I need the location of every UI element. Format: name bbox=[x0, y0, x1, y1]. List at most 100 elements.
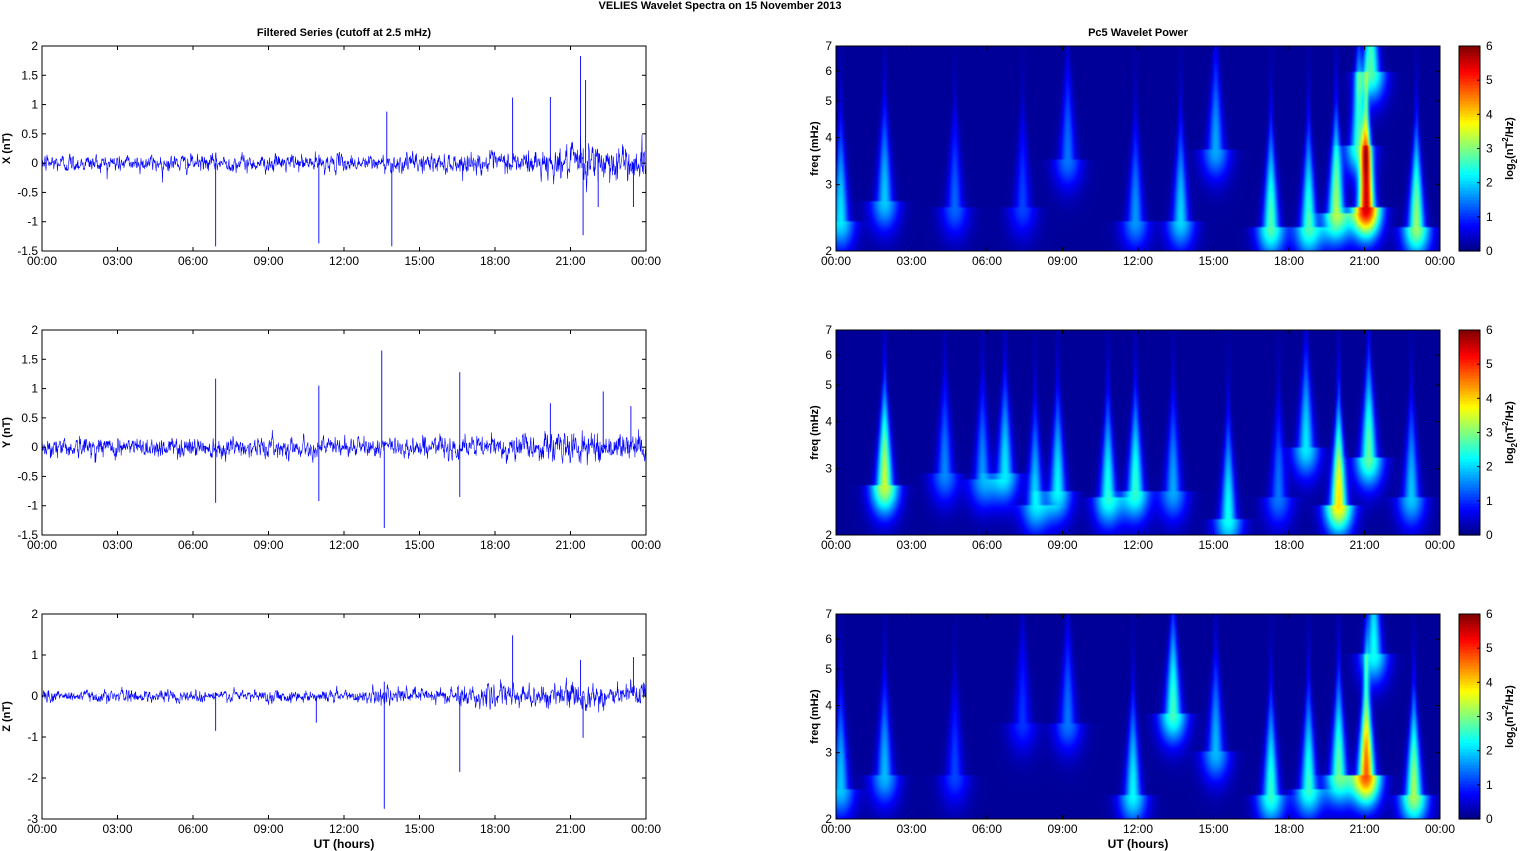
y-tick-label: 1.5 bbox=[21, 68, 38, 82]
x-tick-label: 21:00 bbox=[1349, 254, 1379, 268]
colorbar-step bbox=[1459, 502, 1480, 507]
y-tick-label: -3 bbox=[27, 812, 38, 826]
colorbar-step bbox=[1459, 387, 1480, 392]
x-tick-label: 15:00 bbox=[404, 538, 434, 552]
colorbar-step bbox=[1459, 119, 1480, 124]
colorbar-label-part: /Hz) bbox=[1504, 117, 1516, 138]
y-tick-label: -0.5 bbox=[17, 185, 38, 199]
x-tick-label: 15:00 bbox=[1198, 822, 1228, 836]
colorbar-step bbox=[1459, 639, 1480, 644]
colorbar-step bbox=[1459, 426, 1480, 430]
y-tick-label: 5 bbox=[825, 94, 832, 108]
x-tick-label: 15:00 bbox=[1198, 538, 1228, 552]
colorbar-step bbox=[1459, 467, 1480, 472]
colorbar-step bbox=[1459, 793, 1480, 798]
colorbar-tick-label: 1 bbox=[1486, 494, 1493, 508]
colorbar-label: log2(nT2/Hz) bbox=[1501, 117, 1519, 180]
plot-area bbox=[42, 614, 646, 819]
colorbar-step bbox=[1459, 799, 1480, 804]
x-tick-label: 00:00 bbox=[631, 254, 661, 268]
right-column-title: Pc5 Wavelet Power bbox=[1088, 27, 1189, 39]
colorbar-step bbox=[1459, 65, 1480, 70]
colorbar-step bbox=[1459, 384, 1480, 389]
colorbar-step bbox=[1459, 477, 1480, 482]
colorbar-step bbox=[1459, 374, 1480, 379]
colorbar-step bbox=[1459, 790, 1480, 794]
x-tick-label: 21:00 bbox=[1349, 538, 1379, 552]
colorbar-step bbox=[1459, 490, 1480, 494]
wavelet-power-image bbox=[836, 46, 1440, 251]
colorbar-step bbox=[1459, 346, 1480, 350]
y-tick-label: 5 bbox=[825, 662, 832, 676]
colorbar-step bbox=[1459, 706, 1480, 711]
colorbar-step bbox=[1459, 806, 1480, 810]
colorbar-step bbox=[1459, 330, 1480, 334]
colorbar-step bbox=[1459, 365, 1480, 370]
x-tick-label: 00:00 bbox=[27, 538, 57, 552]
y-tick-label: -1.5 bbox=[17, 244, 38, 258]
colorbar-step bbox=[1459, 722, 1480, 727]
colorbar-step bbox=[1459, 525, 1480, 530]
y-axis-label: X (nT) bbox=[1, 133, 13, 164]
colorbar-step bbox=[1459, 770, 1480, 775]
colorbar-label-part: (nT bbox=[1504, 142, 1516, 159]
noise-trace bbox=[42, 429, 646, 466]
colorbar-step bbox=[1459, 777, 1480, 782]
colorbar-step bbox=[1459, 110, 1480, 114]
y-tick-label: 0 bbox=[31, 156, 38, 170]
colorbar-step bbox=[1459, 97, 1480, 102]
colorbar-step bbox=[1459, 454, 1480, 459]
colorbar-tick-label: 3 bbox=[1486, 142, 1493, 156]
colorbar-step bbox=[1459, 74, 1480, 79]
colorbar-step bbox=[1459, 241, 1480, 246]
noise-trace bbox=[42, 134, 646, 193]
colorbar-tick-label: 1 bbox=[1486, 778, 1493, 792]
y-tick-label: 7 bbox=[825, 607, 832, 621]
colorbar-step bbox=[1459, 381, 1480, 386]
colorbar-step bbox=[1459, 732, 1480, 737]
colorbar-step bbox=[1459, 764, 1480, 769]
colorbar-label-part: log bbox=[1504, 163, 1516, 180]
colorbar-label-part: 2 bbox=[1510, 158, 1519, 163]
colorbar-step bbox=[1459, 719, 1480, 724]
colorbar-step bbox=[1459, 442, 1480, 446]
x-tick-label: 00:00 bbox=[821, 822, 851, 836]
x-tick-label: 00:00 bbox=[631, 538, 661, 552]
colorbar-step bbox=[1459, 652, 1480, 657]
x-tick-label: 21:00 bbox=[555, 822, 585, 836]
x-tick-label: 00:00 bbox=[1425, 538, 1455, 552]
x-tick-label: 00:00 bbox=[1425, 822, 1455, 836]
x-tick-label: 09:00 bbox=[1047, 254, 1077, 268]
colorbar-step bbox=[1459, 394, 1480, 398]
colorbar-step bbox=[1459, 809, 1480, 814]
colorbar-step bbox=[1459, 358, 1480, 363]
x-tick-label: 12:00 bbox=[1123, 254, 1153, 268]
wavelet-power-image bbox=[836, 614, 1440, 819]
x-tick-label: 09:00 bbox=[1047, 822, 1077, 836]
colorbar-label-part: 2 bbox=[1510, 726, 1519, 731]
colorbar-step bbox=[1459, 445, 1480, 450]
colorbar-step bbox=[1459, 410, 1480, 414]
colorbar-step bbox=[1459, 403, 1480, 408]
colorbar-tick-label: 0 bbox=[1486, 528, 1493, 542]
colorbar-step bbox=[1459, 531, 1480, 536]
colorbar-tick-label: 4 bbox=[1486, 675, 1493, 689]
colorbar-step bbox=[1459, 623, 1480, 628]
colorbar-step bbox=[1459, 234, 1480, 239]
colorbar-step bbox=[1459, 745, 1480, 750]
colorbar-step bbox=[1459, 464, 1480, 469]
colorbar-label-part: /Hz) bbox=[1504, 685, 1516, 706]
colorbar-step bbox=[1459, 703, 1480, 708]
colorbar-step bbox=[1459, 62, 1480, 66]
x-tick-label: 03:00 bbox=[896, 822, 926, 836]
colorbar-step bbox=[1459, 630, 1480, 634]
x-tick-label: 15:00 bbox=[1198, 254, 1228, 268]
colorbar-tick-label: 3 bbox=[1486, 426, 1493, 440]
y-tick-label: 1.5 bbox=[21, 352, 38, 366]
y-tick-label: 7 bbox=[825, 39, 832, 53]
x-tick-label: 09:00 bbox=[253, 254, 283, 268]
x-tick-label: 15:00 bbox=[404, 254, 434, 268]
colorbar-step bbox=[1459, 196, 1480, 201]
